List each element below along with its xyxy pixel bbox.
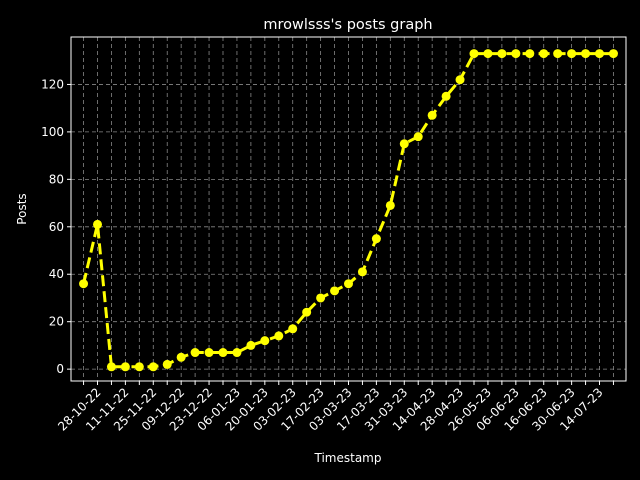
- marker: [595, 49, 605, 59]
- marker: [371, 234, 381, 244]
- marker: [204, 348, 214, 358]
- marker: [511, 49, 521, 59]
- marker: [162, 359, 172, 369]
- y-tick-label: 100: [41, 125, 64, 139]
- marker: [608, 49, 618, 59]
- marker: [260, 336, 270, 346]
- plot-frame: [70, 36, 627, 382]
- y-tick-label: 80: [49, 172, 64, 186]
- marker: [120, 362, 130, 372]
- marker: [413, 132, 423, 142]
- marker: [581, 49, 591, 59]
- marker: [427, 110, 437, 120]
- y-tick-label: 40: [49, 267, 64, 281]
- marker: [344, 279, 353, 289]
- marker: [483, 49, 493, 59]
- marker: [79, 279, 89, 289]
- marker: [469, 49, 479, 59]
- y-tick-label: 20: [49, 315, 64, 329]
- marker: [497, 49, 507, 59]
- marker: [92, 219, 102, 229]
- marker: [399, 139, 409, 149]
- chart-title: mrowlsss's posts graph: [263, 17, 432, 33]
- y-tick-label: 0: [56, 362, 64, 376]
- marker: [539, 49, 549, 59]
- marker: [288, 324, 298, 334]
- marker: [357, 267, 367, 277]
- marker: [176, 352, 186, 362]
- x-axis-label: Timestamp: [314, 451, 382, 465]
- marker: [190, 348, 200, 358]
- marker: [441, 91, 451, 101]
- marker: [232, 348, 242, 358]
- marker: [246, 340, 256, 350]
- marker: [553, 49, 563, 59]
- marker: [134, 362, 144, 372]
- marker: [274, 331, 284, 341]
- marker: [330, 286, 340, 296]
- marker: [148, 362, 158, 372]
- marker: [455, 75, 465, 85]
- marker: [218, 348, 228, 358]
- marker: [525, 49, 535, 59]
- marker: [302, 307, 312, 317]
- marker: [316, 293, 326, 303]
- marker: [567, 49, 577, 59]
- marker: [106, 362, 116, 372]
- marker: [385, 200, 395, 210]
- y-axis-label: Posts: [15, 193, 29, 224]
- y-tick-label: 60: [49, 220, 64, 234]
- y-tick-label: 120: [41, 77, 64, 91]
